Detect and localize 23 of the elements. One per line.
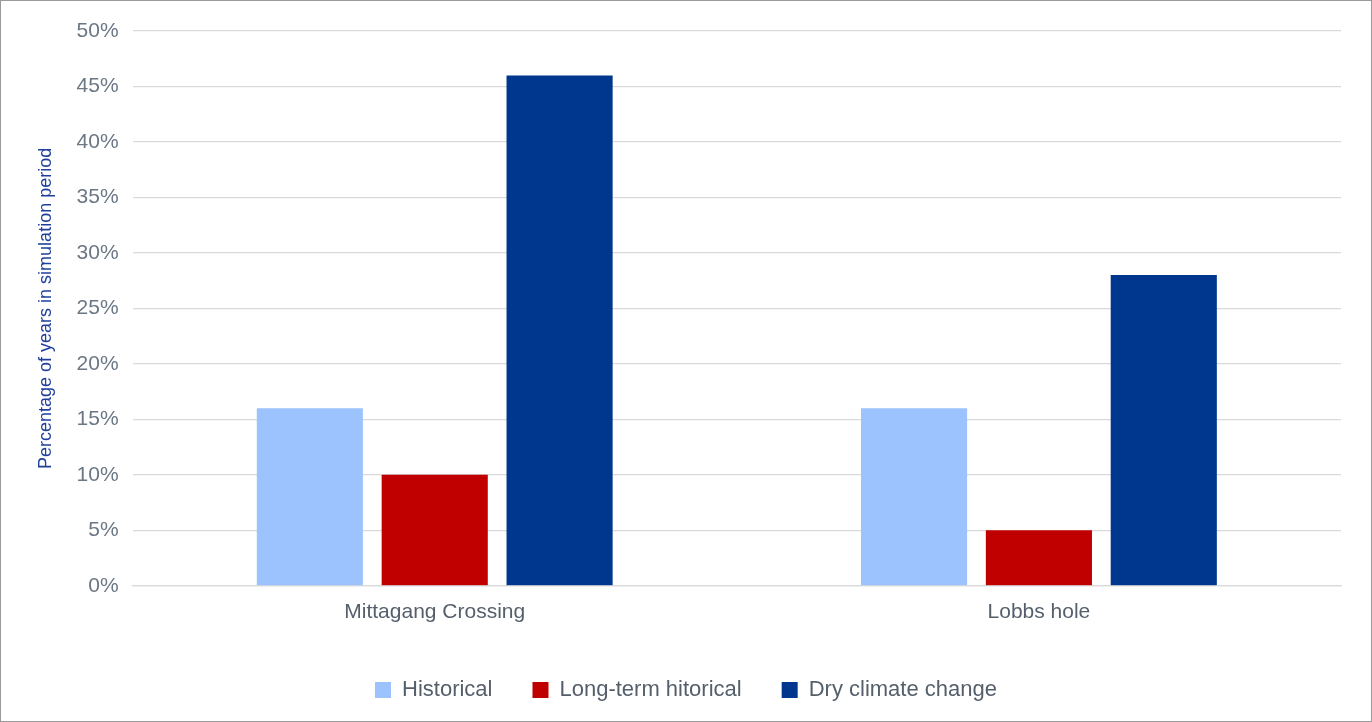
bar bbox=[1110, 275, 1217, 586]
bar bbox=[256, 408, 363, 586]
x-tick-label: Lobbs hole bbox=[987, 599, 1091, 623]
bar bbox=[506, 75, 613, 586]
legend-label: Long-term hitorical bbox=[559, 676, 742, 702]
bar bbox=[860, 408, 968, 586]
y-tick-label: 0% bbox=[88, 572, 119, 596]
y-tick-label: 5% bbox=[88, 517, 119, 541]
bar bbox=[381, 474, 488, 586]
x-tick-label: Mittagang Crossing bbox=[344, 599, 526, 623]
y-axis-title: Percentage of years in simulation period bbox=[34, 147, 55, 469]
y-tick-label: 15% bbox=[76, 406, 119, 430]
y-tick-label: 30% bbox=[76, 239, 119, 263]
y-tick-label: 50% bbox=[76, 17, 119, 41]
y-tick-label: 20% bbox=[76, 350, 119, 374]
legend-label: Dry climate change bbox=[808, 676, 997, 702]
y-tick-label: 25% bbox=[76, 295, 119, 319]
y-tick-label: 45% bbox=[76, 73, 119, 97]
y-tick-label: 35% bbox=[76, 184, 119, 208]
y-tick-label: 40% bbox=[76, 128, 119, 152]
legend-label: Historical bbox=[402, 676, 493, 702]
y-tick-label: 10% bbox=[76, 461, 119, 485]
bar bbox=[985, 530, 1092, 586]
